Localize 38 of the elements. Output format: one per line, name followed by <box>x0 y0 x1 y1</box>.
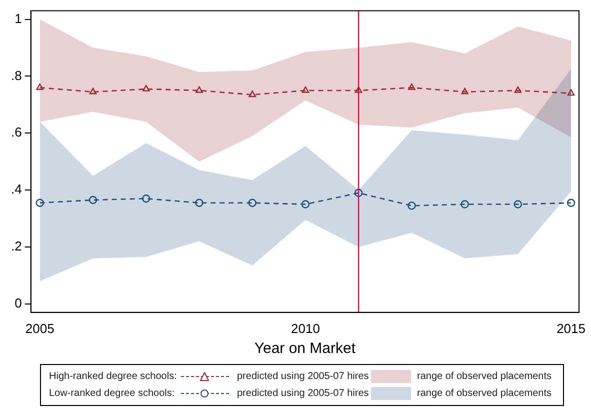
x-axis-title: Year on Market <box>254 340 356 358</box>
point <box>88 196 98 204</box>
point <box>89 88 97 94</box>
x-tick-label: 2010 <box>290 320 320 336</box>
point <box>302 86 310 93</box>
point <box>248 198 256 207</box>
legend-label: predicted using 2005-07 hires <box>236 371 369 382</box>
point <box>460 200 469 208</box>
point <box>248 90 256 98</box>
point <box>36 198 44 207</box>
text: range of observed placements <box>416 388 552 399</box>
point <box>36 84 44 90</box>
y-tick-label: .2 <box>11 238 22 254</box>
legend-label: predicted using 2005-07 hires <box>236 388 369 399</box>
point <box>408 84 416 90</box>
point <box>566 198 576 207</box>
point <box>301 200 310 208</box>
x-tick-label: 2015 <box>556 320 586 336</box>
point <box>408 202 416 210</box>
point <box>514 86 522 93</box>
y-tick-label: .4 <box>11 182 22 197</box>
y-tick-label: 1 <box>14 10 22 26</box>
text: Low-ranked degree schools: <box>48 388 175 399</box>
y-tick-label: .8 <box>11 68 22 83</box>
point <box>196 86 203 93</box>
point <box>354 188 363 197</box>
y-tick-label: 0 <box>14 295 22 310</box>
y-tick-label: .6 <box>11 124 22 140</box>
point <box>567 89 575 96</box>
point <box>461 88 468 94</box>
point <box>195 198 204 207</box>
point <box>142 84 150 92</box>
point <box>142 194 150 203</box>
point <box>514 200 522 208</box>
text: High-ranked degree schools: <box>48 371 177 382</box>
x-tick-label: 2005 <box>25 320 54 336</box>
point <box>354 86 362 93</box>
text: range of observed placements <box>416 371 552 382</box>
